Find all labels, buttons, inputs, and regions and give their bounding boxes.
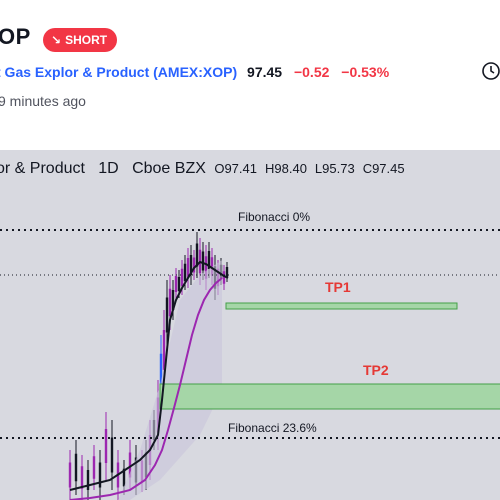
chart-legend: or & Product 1D Cboe BZX O97.41 H98.40 L95… — [0, 160, 413, 178]
candle-body — [171, 290, 175, 310]
candle-body — [174, 276, 178, 292]
candle-body — [192, 257, 196, 273]
candle-body — [195, 243, 199, 267]
candle-body — [74, 453, 78, 482]
arrow-down-right-icon: ↘ — [51, 33, 62, 47]
candle-body — [165, 297, 169, 333]
candle-body — [186, 258, 190, 278]
last-price: 97.45 — [247, 64, 283, 80]
price-change: −0.52 — [293, 64, 330, 80]
candle-body — [122, 468, 126, 487]
candle-body — [225, 267, 229, 277]
ticker-symbol[interactable]: OP — [0, 24, 31, 49]
candle-body — [68, 462, 72, 488]
ohlc-values: O97.41 H98.40 L95.73 C97.45 — [214, 161, 412, 176]
company-name-link[interactable]: t Gas Explor & Product — [0, 64, 150, 80]
candle-body — [162, 330, 166, 370]
candle-body — [210, 257, 214, 276]
fibonacci-23-6-label: Fibonacci 23.6% — [228, 421, 317, 435]
fibonacci-0-label: Fibonacci 0% — [238, 210, 311, 224]
symbol-header: OP ↘ SHORT t Gas Explor & Product (AMEX:… — [0, 0, 500, 150]
candle-body — [92, 456, 96, 479]
high-value: H98.40 — [265, 161, 307, 176]
tp1-label: TP1 — [325, 279, 351, 295]
candle-body — [110, 437, 114, 473]
chart-canvas[interactable] — [0, 150, 500, 500]
open-value: O97.41 — [214, 161, 257, 176]
candle-body — [80, 466, 84, 489]
candle-body — [201, 251, 205, 271]
candle-body — [128, 452, 132, 478]
candle-body — [207, 251, 211, 269]
candle-body — [177, 277, 181, 291]
price-chart[interactable]: or & Product 1D Cboe BZX O97.41 H98.40 L95… — [0, 150, 500, 500]
short-badge-label: SHORT — [65, 33, 108, 47]
symbol-info-line: t Gas Explor & Product (AMEX:XOP) 97.45 … — [0, 64, 389, 80]
candle-body — [189, 255, 193, 275]
candle-body — [98, 462, 102, 488]
short-badge: ↘ SHORT — [43, 28, 118, 52]
candle-body — [183, 263, 187, 282]
close-value: C97.45 — [362, 161, 405, 176]
candle-body — [86, 470, 90, 490]
candle-body — [204, 256, 208, 279]
candle-body — [180, 268, 184, 287]
tp1-zone[interactable] — [225, 302, 458, 310]
chart-data-source: Cboe BZX — [132, 160, 206, 177]
fast-moving-average-line — [69, 260, 229, 491]
price-change-percent: −0.53% — [341, 64, 390, 80]
candle-body — [159, 353, 163, 392]
chart-symbol-title[interactable]: or & Product — [0, 160, 85, 177]
tp2-label: TP2 — [363, 362, 389, 378]
exchange-link[interactable]: (AMEX:XOP) — [153, 64, 238, 80]
tp2-zone[interactable] — [159, 383, 500, 410]
low-value: L95.73 — [314, 161, 355, 176]
candle-body — [222, 271, 226, 284]
slow-moving-average-line — [69, 277, 223, 500]
candle-body — [104, 429, 108, 463]
candle-body — [168, 288, 172, 317]
published-time: 9 minutes ago — [0, 93, 86, 109]
chart-interval[interactable]: 1D — [98, 160, 119, 177]
clock-icon[interactable] — [480, 60, 500, 82]
